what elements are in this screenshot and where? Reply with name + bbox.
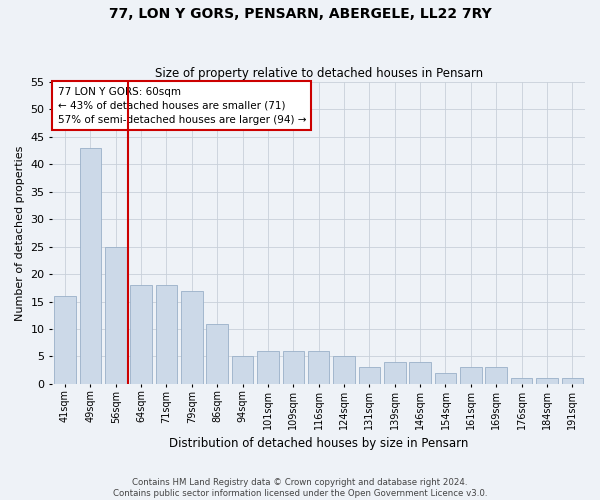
- Bar: [283, 351, 304, 384]
- Bar: [435, 373, 456, 384]
- Text: 77, LON Y GORS, PENSARN, ABERGELE, LL22 7RY: 77, LON Y GORS, PENSARN, ABERGELE, LL22 …: [109, 8, 491, 22]
- Bar: [409, 362, 431, 384]
- Bar: [181, 290, 203, 384]
- Y-axis label: Number of detached properties: Number of detached properties: [15, 146, 25, 320]
- Bar: [359, 368, 380, 384]
- Bar: [232, 356, 253, 384]
- Bar: [333, 356, 355, 384]
- Bar: [105, 246, 127, 384]
- Bar: [80, 148, 101, 384]
- X-axis label: Distribution of detached houses by size in Pensarn: Distribution of detached houses by size …: [169, 437, 469, 450]
- Bar: [54, 296, 76, 384]
- Bar: [308, 351, 329, 384]
- Bar: [536, 378, 558, 384]
- Bar: [485, 368, 507, 384]
- Bar: [130, 285, 152, 384]
- Bar: [384, 362, 406, 384]
- Bar: [155, 285, 177, 384]
- Text: Contains HM Land Registry data © Crown copyright and database right 2024.
Contai: Contains HM Land Registry data © Crown c…: [113, 478, 487, 498]
- Bar: [257, 351, 279, 384]
- Bar: [460, 368, 482, 384]
- Bar: [511, 378, 532, 384]
- Text: 77 LON Y GORS: 60sqm
← 43% of detached houses are smaller (71)
57% of semi-detac: 77 LON Y GORS: 60sqm ← 43% of detached h…: [58, 86, 306, 124]
- Title: Size of property relative to detached houses in Pensarn: Size of property relative to detached ho…: [155, 66, 483, 80]
- Bar: [562, 378, 583, 384]
- Bar: [206, 324, 228, 384]
